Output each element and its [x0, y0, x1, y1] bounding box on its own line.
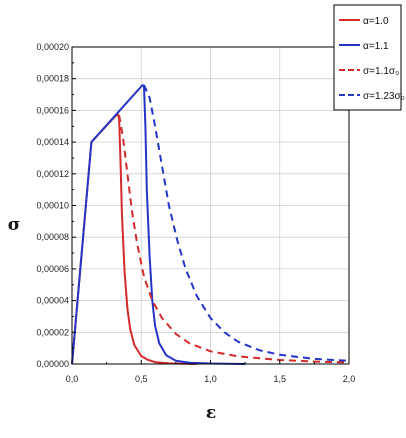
- axis-ticks: 0,00000 0,00002 0,00004 0,00006 0,00008 0,000…: [36, 42, 355, 384]
- x-tick-label: 1,0: [204, 374, 217, 384]
- series-line-4: [143, 84, 350, 362]
- y-tick-label: 0,00008: [36, 232, 69, 242]
- x-tick-label: 0,5: [135, 374, 148, 384]
- x-tick-label: 1,5: [273, 374, 286, 384]
- y-tick-label: 0,00018: [36, 74, 69, 84]
- y-axis-label: σ: [8, 215, 21, 235]
- legend-label: α=1.1: [363, 41, 389, 52]
- series-line-2: [71, 84, 246, 365]
- y-tick-label: 0,00002: [36, 327, 69, 337]
- legend-box: [333, 4, 402, 111]
- y-tick-label: 0,00012: [36, 169, 69, 179]
- series-line-1: [71, 112, 197, 365]
- series-lines: [71, 84, 350, 365]
- legend-label: σ=1.23σ₀: [363, 91, 405, 102]
- x-axis-label: ε: [206, 403, 216, 423]
- legend-label: α=1.0: [363, 16, 389, 27]
- series-line-3: [118, 115, 350, 364]
- legend: α=1.0 α=1.1 σ=1.1σ₀ σ=1.23σ₀: [333, 4, 405, 111]
- y-tick-label: 0,00014: [36, 137, 69, 147]
- y-tick-label: 0,00020: [36, 42, 69, 52]
- legend-label: σ=1.1σ₀: [363, 66, 399, 77]
- y-tick-label: 0,00010: [36, 201, 69, 211]
- y-tick-label: 0,00006: [36, 264, 69, 274]
- x-tick-label: 2,0: [343, 374, 356, 384]
- y-tick-label: 0,00004: [36, 296, 69, 306]
- y-tick-label: 0,00016: [36, 105, 69, 115]
- x-tick-label: 0,0: [66, 374, 79, 384]
- y-tick-label: 0,00000: [36, 359, 69, 369]
